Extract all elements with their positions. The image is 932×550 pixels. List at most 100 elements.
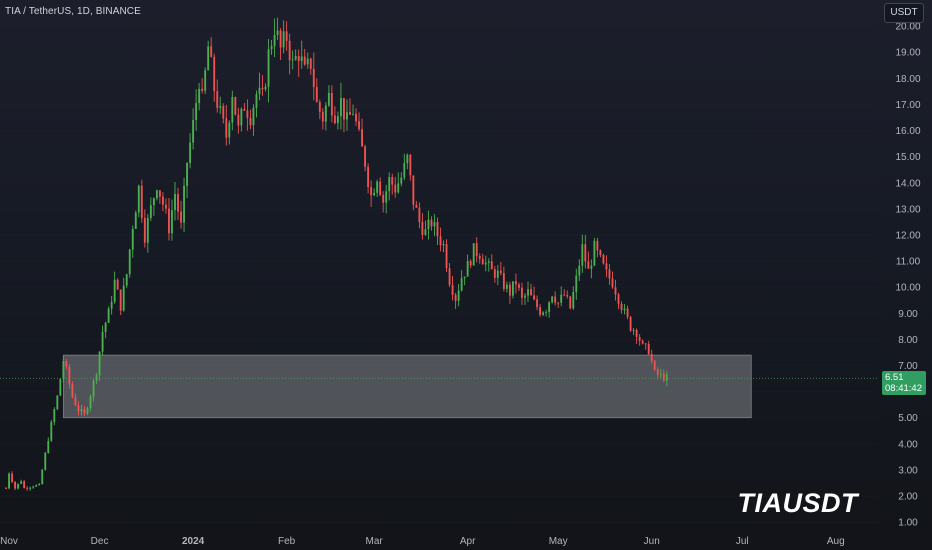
candle-body [415, 204, 418, 208]
candle-body [23, 481, 26, 489]
candle-body [282, 31, 285, 48]
candle-body [219, 106, 222, 108]
candle-body [575, 275, 578, 292]
candle-body [587, 261, 590, 269]
candle-body [454, 294, 457, 301]
time-tick-label: 2024 [182, 536, 205, 547]
candle-body [243, 108, 246, 111]
candle-body [276, 30, 279, 36]
candle-body [321, 111, 324, 122]
candle-body [361, 129, 363, 147]
candle-body [59, 378, 62, 396]
candle-body [596, 240, 599, 251]
price-tick-label: 10.00 [895, 283, 920, 294]
candle-body [11, 473, 14, 482]
candle-body [291, 59, 294, 61]
candle-body [463, 276, 466, 279]
candle-body [204, 70, 207, 91]
candle-body [539, 307, 542, 315]
candle-body [41, 469, 44, 485]
candle-body [168, 208, 170, 234]
candle-body [20, 481, 23, 484]
candle-body [186, 163, 189, 186]
price-tick-label: 4.00 [898, 439, 918, 450]
candle-body [201, 88, 204, 91]
candle-body [542, 312, 545, 315]
candle-body [533, 295, 535, 300]
candle-body [358, 121, 360, 130]
candle-body [433, 221, 436, 227]
candle-body [207, 46, 210, 71]
candle-body [388, 176, 391, 192]
candle-body [638, 336, 641, 341]
candle-body [635, 330, 638, 337]
candle-body [255, 94, 258, 108]
candle-body [225, 118, 228, 138]
candle-body [261, 87, 264, 90]
candle-body [527, 289, 529, 296]
candle-body [493, 269, 496, 278]
candle-body [149, 205, 152, 219]
candle-body [418, 207, 421, 222]
candle-body [318, 101, 321, 112]
candle-body [352, 113, 354, 115]
candle-body [161, 196, 164, 205]
candle-body [71, 383, 74, 398]
candle-body [391, 176, 394, 185]
price-tick-label: 17.00 [895, 100, 920, 111]
candle-body [107, 308, 110, 323]
candle-body [584, 244, 587, 262]
candle-body [355, 113, 357, 122]
candle-body [300, 56, 303, 62]
candle-body [548, 302, 551, 313]
candle-body [572, 291, 575, 309]
price-tick-label: 2.00 [898, 492, 918, 503]
candle-body [521, 287, 523, 298]
candle-body [656, 369, 659, 375]
candle-body [623, 308, 626, 311]
candle-body [137, 185, 140, 213]
candle-body [617, 294, 620, 304]
candle-body [481, 258, 484, 265]
candle-body [632, 330, 635, 331]
candle-body [228, 122, 231, 138]
candle-body [38, 484, 41, 486]
candle-body [171, 210, 173, 234]
time-tick-label: Aug [827, 536, 845, 547]
candle-body [641, 340, 644, 344]
gridlines [0, 25, 878, 523]
candle-body [264, 86, 267, 90]
price-tick-label: 20.00 [895, 22, 920, 33]
candle-body [309, 58, 312, 69]
candle-body [95, 375, 98, 381]
candle-body [134, 212, 137, 229]
candle-body [608, 269, 611, 279]
candle-body [662, 373, 665, 381]
currency-selector[interactable]: USDT [884, 3, 924, 23]
price-tick-label: 12.00 [895, 230, 920, 241]
candle-body [424, 229, 427, 235]
candle-body [469, 261, 472, 266]
price-tick-label: 11.00 [896, 257, 921, 268]
candle-body [333, 115, 336, 124]
price-tick-label: 14.00 [895, 178, 920, 189]
candle-body [116, 279, 119, 290]
candle-body [475, 243, 478, 256]
last-price-value: 6.51 [885, 372, 904, 383]
candle-body [460, 278, 463, 291]
candle-body [545, 312, 548, 313]
candle-body [626, 308, 629, 317]
candle-body [294, 56, 297, 60]
support-zone[interactable] [62, 354, 752, 419]
candle-body [406, 154, 409, 164]
candle-body [499, 270, 502, 274]
candle-body [210, 46, 213, 57]
symbol-header[interactable]: TIA / TetherUS, 1D, BINANCE [5, 6, 141, 17]
candle-body [508, 284, 511, 296]
candle-body [502, 273, 505, 289]
candle-body [183, 185, 185, 223]
candle-body [146, 218, 149, 243]
candle-body [125, 274, 128, 286]
candle-body [644, 343, 647, 345]
